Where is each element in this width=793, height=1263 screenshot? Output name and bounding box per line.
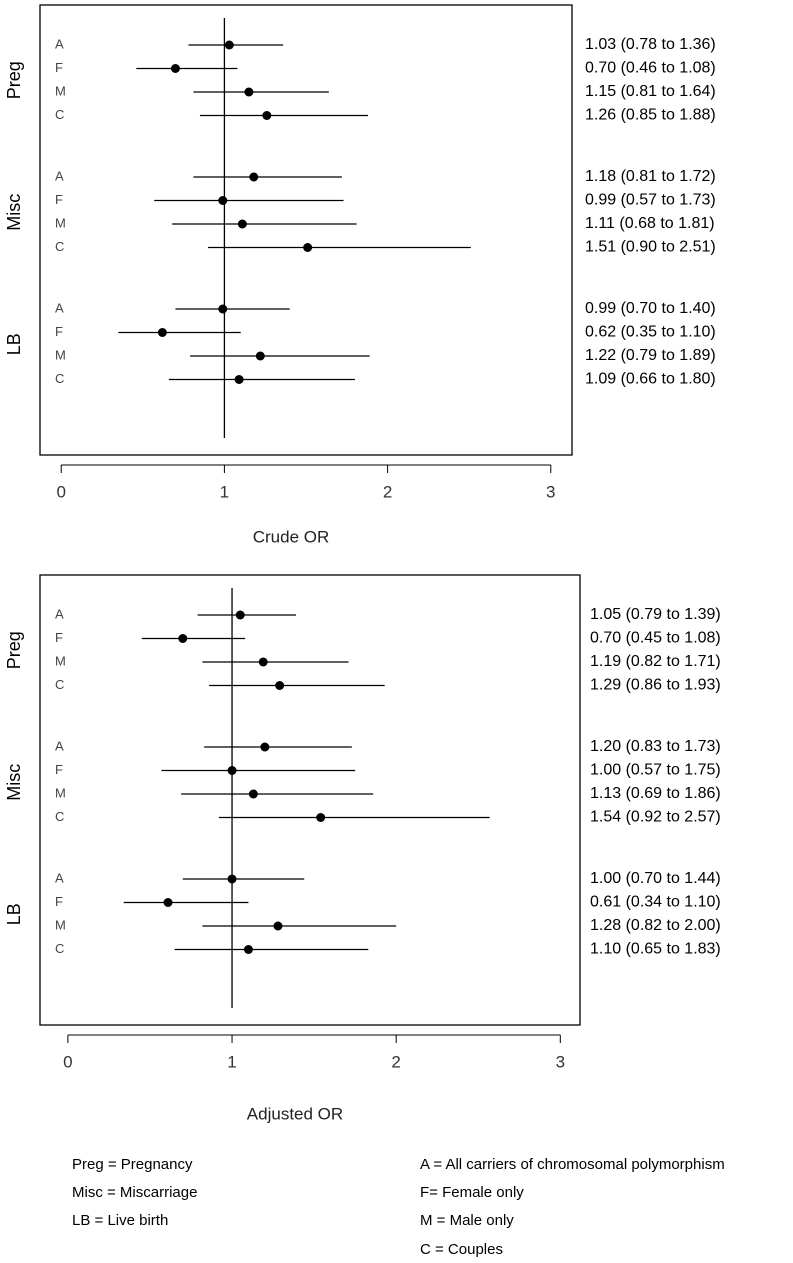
- row-label: F: [55, 894, 63, 909]
- point-estimate: [243, 945, 253, 954]
- value-label: 0.70 (0.45 to 1.08): [590, 630, 721, 647]
- x-tick-label: 2: [391, 1052, 400, 1071]
- row-label: C: [55, 107, 64, 122]
- x-tick-label: 1: [227, 1052, 236, 1071]
- value-label: 1.28 (0.82 to 2.00): [590, 917, 721, 934]
- row-label: A: [55, 606, 64, 621]
- row-label: F: [55, 60, 63, 75]
- row-label: A: [55, 300, 64, 315]
- point-estimate: [178, 634, 188, 643]
- row-label: A: [55, 738, 64, 753]
- row-label: A: [55, 168, 64, 183]
- footnote: M = Male only: [420, 1212, 514, 1229]
- point-estimate: [303, 243, 313, 252]
- row-label: A: [55, 36, 64, 51]
- value-label: 0.99 (0.70 to 1.40): [585, 300, 716, 317]
- value-label: 1.29 (0.86 to 1.93): [590, 677, 721, 694]
- point-estimate: [157, 328, 167, 337]
- value-label: 0.99 (0.57 to 1.73): [585, 192, 716, 209]
- row-label: C: [55, 371, 64, 386]
- group-label: LB: [4, 333, 24, 355]
- row-label: F: [55, 762, 63, 777]
- footnote: F= Female only: [420, 1184, 524, 1201]
- value-label: 1.22 (0.79 to 1.89): [585, 347, 716, 364]
- row-label: C: [55, 239, 64, 254]
- point-estimate: [170, 64, 180, 73]
- value-label: 1.10 (0.65 to 1.83): [590, 941, 721, 958]
- point-estimate: [227, 874, 237, 884]
- point-estimate: [316, 813, 326, 822]
- value-label: 1.11 (0.68 to 1.81): [585, 215, 715, 232]
- footnote: LB = Live birth: [72, 1212, 168, 1229]
- value-label: 1.13 (0.69 to 1.86): [590, 785, 721, 802]
- point-estimate: [237, 219, 247, 229]
- x-tick-label: 1: [220, 482, 229, 501]
- value-label: 1.18 (0.81 to 1.72): [585, 168, 716, 185]
- value-label: 1.54 (0.92 to 2.57): [590, 809, 721, 826]
- point-estimate: [275, 681, 285, 690]
- point-estimate: [244, 87, 254, 97]
- x-tick-label: 3: [556, 1052, 565, 1071]
- value-label: 0.62 (0.35 to 1.10): [585, 324, 716, 341]
- value-label: 1.00 (0.70 to 1.44): [590, 870, 721, 887]
- row-label: M: [55, 653, 66, 668]
- point-estimate: [218, 304, 228, 314]
- point-estimate: [163, 898, 173, 907]
- row-label: C: [55, 941, 64, 956]
- value-label: 1.19 (0.82 to 1.71): [590, 653, 721, 670]
- point-estimate: [249, 172, 259, 182]
- x-tick-label: 3: [546, 482, 555, 501]
- x-axis-label: Crude OR: [253, 527, 330, 546]
- point-estimate: [248, 789, 258, 799]
- point-estimate: [235, 610, 245, 620]
- point-estimate: [262, 111, 272, 120]
- point-estimate: [258, 657, 268, 667]
- point-estimate: [273, 921, 283, 931]
- row-label: C: [55, 677, 64, 692]
- value-label: 0.61 (0.34 to 1.10): [590, 894, 721, 911]
- row-label: F: [55, 324, 63, 339]
- x-axis-label: Adjusted OR: [247, 1104, 343, 1123]
- x-tick-label: 0: [56, 482, 65, 501]
- value-label: 1.20 (0.83 to 1.73): [590, 738, 721, 755]
- group-label: LB: [4, 903, 24, 925]
- value-label: 1.26 (0.85 to 1.88): [585, 107, 716, 124]
- x-tick-label: 0: [63, 1052, 72, 1071]
- row-label: M: [55, 917, 66, 932]
- footnote: A = All carriers of chromosomal polymorp…: [420, 1156, 725, 1173]
- plot-frame: [39, 4, 573, 456]
- row-label: M: [55, 215, 66, 230]
- value-label: 1.15 (0.81 to 1.64): [585, 83, 716, 100]
- value-label: 0.70 (0.46 to 1.08): [585, 60, 716, 77]
- row-label: C: [55, 809, 64, 824]
- row-label: F: [55, 630, 63, 645]
- footnote: Misc = Miscarriage: [72, 1184, 197, 1201]
- value-label: 1.00 (0.57 to 1.75): [590, 762, 721, 779]
- row-label: A: [55, 870, 64, 885]
- footnote: C = Couples: [420, 1241, 503, 1258]
- point-estimate: [255, 351, 265, 361]
- group-label: Preg: [4, 631, 24, 669]
- plot-frame: [39, 574, 581, 1026]
- value-label: 1.09 (0.66 to 1.80): [585, 371, 716, 388]
- row-label: F: [55, 192, 63, 207]
- row-label: M: [55, 347, 66, 362]
- group-label: Misc: [4, 194, 24, 231]
- value-label: 1.51 (0.90 to 2.51): [585, 239, 716, 256]
- point-estimate: [260, 742, 270, 752]
- point-estimate: [234, 375, 244, 384]
- point-estimate: [218, 196, 228, 205]
- point-estimate: [227, 766, 237, 775]
- value-label: 1.05 (0.79 to 1.39): [590, 606, 721, 623]
- point-estimate: [224, 40, 234, 50]
- footnote: Preg = Pregnancy: [72, 1156, 193, 1173]
- row-label: M: [55, 785, 66, 800]
- group-label: Preg: [4, 61, 24, 99]
- group-label: Misc: [4, 764, 24, 801]
- row-label: M: [55, 83, 66, 98]
- value-label: 1.03 (0.78 to 1.36): [585, 36, 716, 53]
- x-tick-label: 2: [383, 482, 392, 501]
